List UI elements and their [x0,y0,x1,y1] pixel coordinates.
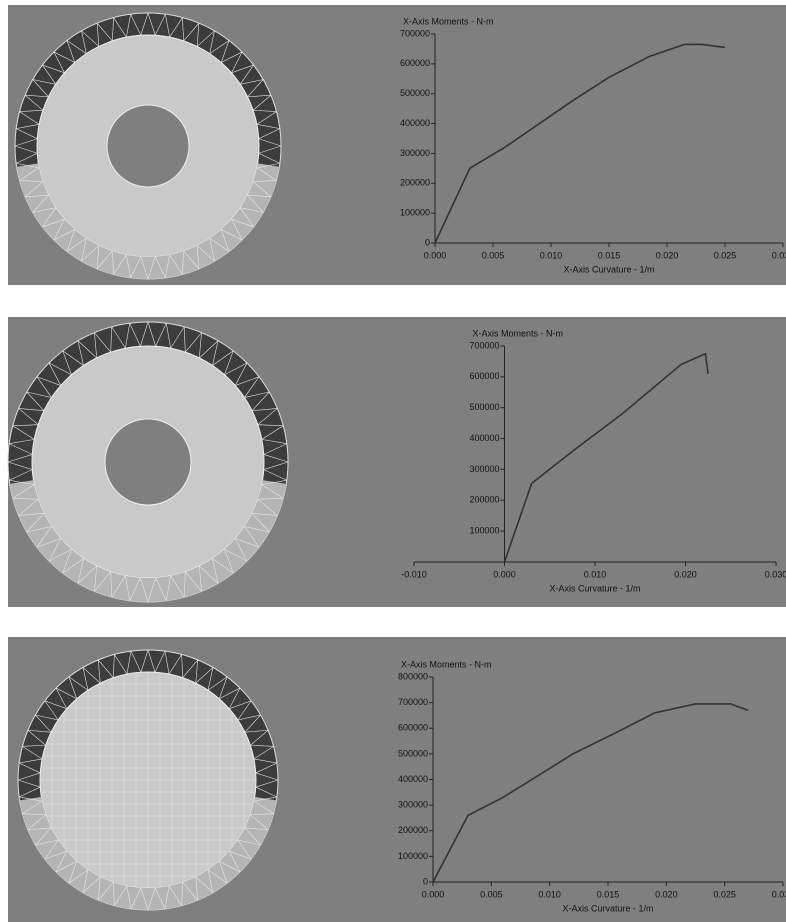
x-tick-label: 0.010 [540,250,563,260]
y-tick-label: 300000 [469,464,499,474]
y-tick-label: 0 [423,876,428,886]
x-tick-label: 0.020 [674,569,697,579]
x-tick-label: 0.025 [714,250,737,260]
x-tick-label: 0.020 [656,250,679,260]
mesh-void [107,105,189,187]
y-tick-label: 500000 [400,88,430,98]
x-tick-label: 0.000 [493,569,516,579]
x-tick-label: 0.015 [598,250,621,260]
y-axis-title: X-Axis Moments - N-m [403,16,494,26]
x-tick-label: 0.000 [422,889,445,899]
y-tick-label: 700000 [469,340,499,350]
mesh-drawings [8,13,288,910]
x-tick-label: -0.010 [401,569,427,579]
y-tick-label: 200000 [469,495,499,505]
x-tick-label: 0.010 [584,569,607,579]
y-tick-label: 600000 [469,371,499,381]
x-axis-title: X-Axis Curvature - 1/m [562,903,653,913]
x-tick-label: 0.005 [482,250,505,260]
y-tick-label: 500000 [398,748,428,758]
y-tick-label: 700000 [400,28,430,38]
y-axis-title: X-Axis Moments - N-m [473,328,564,338]
y-tick-label: 200000 [398,825,428,835]
x-tick-label: 0.015 [597,889,620,899]
y-tick-label: 300000 [400,148,430,158]
y-tick-label: 400000 [469,433,499,443]
x-tick-label: 0.010 [538,889,561,899]
y-tick-label: 600000 [398,723,428,733]
x-axis-title: X-Axis Curvature - 1/m [563,264,654,274]
x-tick-label: 0.030 [765,569,786,579]
x-tick-label: 0.020 [655,889,678,899]
y-tick-label: 400000 [400,118,430,128]
y-tick-label: 200000 [400,178,430,188]
x-tick-label: 0.005 [480,889,503,899]
y-axis-title: X-Axis Moments - N-m [401,659,492,669]
x-tick-label: 0.025 [713,889,736,899]
y-tick-label: 100000 [469,526,499,536]
y-tick-label: 400000 [398,774,428,784]
y-tick-label: 600000 [400,58,430,68]
mesh-void [105,419,191,505]
y-tick-label: 100000 [400,208,430,218]
figure: 0.000 0.005 0.010 0.015 0.020 0.025 0.030 0 1000… [0,0,786,922]
y-tick-label: 300000 [398,800,428,810]
x-axis-title: X-Axis Curvature - 1/m [549,583,640,593]
y-tick-label: 100000 [398,851,428,861]
x-tick-label: 0.030 [772,250,786,260]
y-tick-label: 500000 [469,402,499,412]
x-tick-label: 0.030 [772,889,786,899]
y-tick-label: 700000 [398,697,428,707]
x-tick-label: 0.000 [424,250,447,260]
y-tick-label: 0 [425,237,430,247]
y-tick-label: 800000 [398,671,428,681]
